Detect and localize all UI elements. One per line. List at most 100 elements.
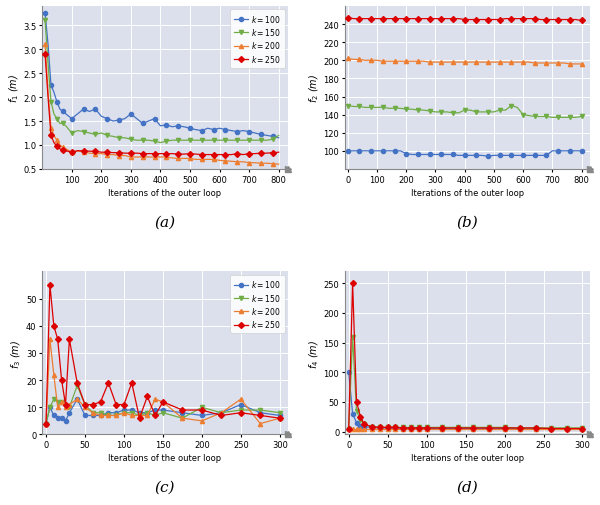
$k=100$ [151, 116, 158, 122]
$k=150$ [391, 106, 398, 112]
$k=150$ [98, 131, 105, 137]
$k=150$ [187, 138, 194, 144]
$k=200$ [257, 161, 265, 167]
$k=150$ [554, 115, 562, 121]
$k=150$ [276, 410, 283, 416]
$k=100$ [222, 127, 229, 133]
$k=250$ [345, 426, 352, 432]
$k=250$ [437, 17, 445, 23]
$k=150$ [198, 138, 205, 144]
$k=250$ [368, 17, 375, 23]
$k=250$ [362, 17, 369, 23]
$k=200$ [239, 160, 247, 166]
$k=200$ [74, 396, 81, 402]
Line: $k=100$: $k=100$ [43, 12, 281, 140]
$k=100$ [439, 426, 446, 432]
$k=150$ [181, 138, 188, 144]
$k=100$ [397, 148, 404, 155]
$k=250$ [532, 425, 539, 431]
Line: $k=200$: $k=200$ [347, 427, 584, 431]
$k=150$ [485, 425, 493, 431]
$k=250$ [133, 151, 140, 157]
$k=150$ [423, 425, 430, 431]
$k=100$ [566, 148, 574, 155]
$k=150$ [136, 413, 143, 419]
$k=150$ [543, 114, 550, 120]
$k=100$ [432, 152, 439, 158]
Line: $k=100$: $k=100$ [347, 370, 584, 431]
$k=100$ [58, 415, 65, 421]
$k=150$ [578, 114, 585, 120]
$k=200$ [454, 426, 461, 432]
$k=200$ [98, 152, 105, 158]
$k=250$ [514, 17, 521, 23]
$k=100$ [74, 396, 81, 402]
$k=150$ [275, 133, 283, 139]
$k=100$ [560, 148, 568, 155]
$k=100$ [56, 107, 64, 113]
$k=250$ [121, 151, 128, 157]
$k=100$ [257, 132, 265, 138]
$k=200$ [269, 161, 277, 167]
$k=200$ [276, 415, 283, 421]
X-axis label: Iterations of the outer loop: Iterations of the outer loop [108, 188, 221, 197]
Line: $k=200$: $k=200$ [44, 338, 282, 426]
$k=200$ [86, 151, 93, 157]
$k=100$ [175, 124, 182, 130]
$k=200$ [157, 155, 164, 161]
$k=150$ [41, 18, 49, 24]
$k=250$ [554, 18, 562, 24]
$k=200$ [198, 157, 205, 163]
$k=150$ [121, 410, 128, 416]
$k=100$ [578, 148, 585, 155]
$k=150$ [113, 413, 120, 419]
$k=100$ [400, 426, 407, 432]
X-axis label: Iterations of the outer loop: Iterations of the outer loop [108, 453, 221, 462]
$k=150$ [74, 128, 81, 134]
$k=150$ [110, 134, 117, 140]
$k=100$ [62, 418, 69, 424]
$k=150$ [160, 410, 167, 416]
$k=200$ [437, 60, 445, 66]
$k=100$ [163, 123, 170, 129]
$k=200$ [47, 126, 55, 132]
$k=200$ [563, 426, 571, 432]
$k=100$ [532, 426, 539, 432]
$k=250$ [44, 95, 52, 101]
$k=200$ [426, 60, 433, 66]
$k=200$ [572, 62, 579, 68]
$k=100$ [86, 109, 93, 115]
$k=150$ [193, 138, 200, 144]
$k=100$ [121, 116, 128, 122]
$k=200$ [532, 426, 539, 432]
$k=200$ [578, 62, 585, 68]
$k=250$ [98, 150, 105, 156]
$k=250$ [415, 425, 422, 431]
$k=200$ [110, 152, 117, 158]
$k=100$ [502, 153, 509, 159]
$k=200$ [80, 150, 87, 156]
$k=250$ [175, 152, 182, 158]
$k=150$ [432, 110, 439, 116]
$k=200$ [392, 426, 399, 432]
$k=100$ [531, 153, 538, 159]
$k=250$ [66, 337, 73, 343]
$k=100$ [443, 152, 451, 158]
$k=100$ [41, 11, 49, 17]
$k=200$ [187, 156, 194, 162]
$k=200$ [46, 337, 53, 343]
$k=250$ [58, 377, 65, 383]
$k=250$ [56, 146, 64, 153]
$k=100$ [415, 426, 422, 432]
$k=100$ [467, 153, 474, 159]
$k=200$ [121, 410, 128, 416]
$k=200$ [92, 152, 99, 158]
$k=200$ [443, 60, 451, 66]
$k=200$ [345, 426, 352, 432]
$k=200$ [566, 62, 574, 68]
$k=100$ [204, 126, 211, 132]
$k=150$ [384, 425, 391, 431]
$k=100$ [543, 153, 550, 159]
$k=100$ [54, 415, 61, 421]
X-axis label: Iterations of the outer loop: Iterations of the outer loop [411, 188, 524, 197]
